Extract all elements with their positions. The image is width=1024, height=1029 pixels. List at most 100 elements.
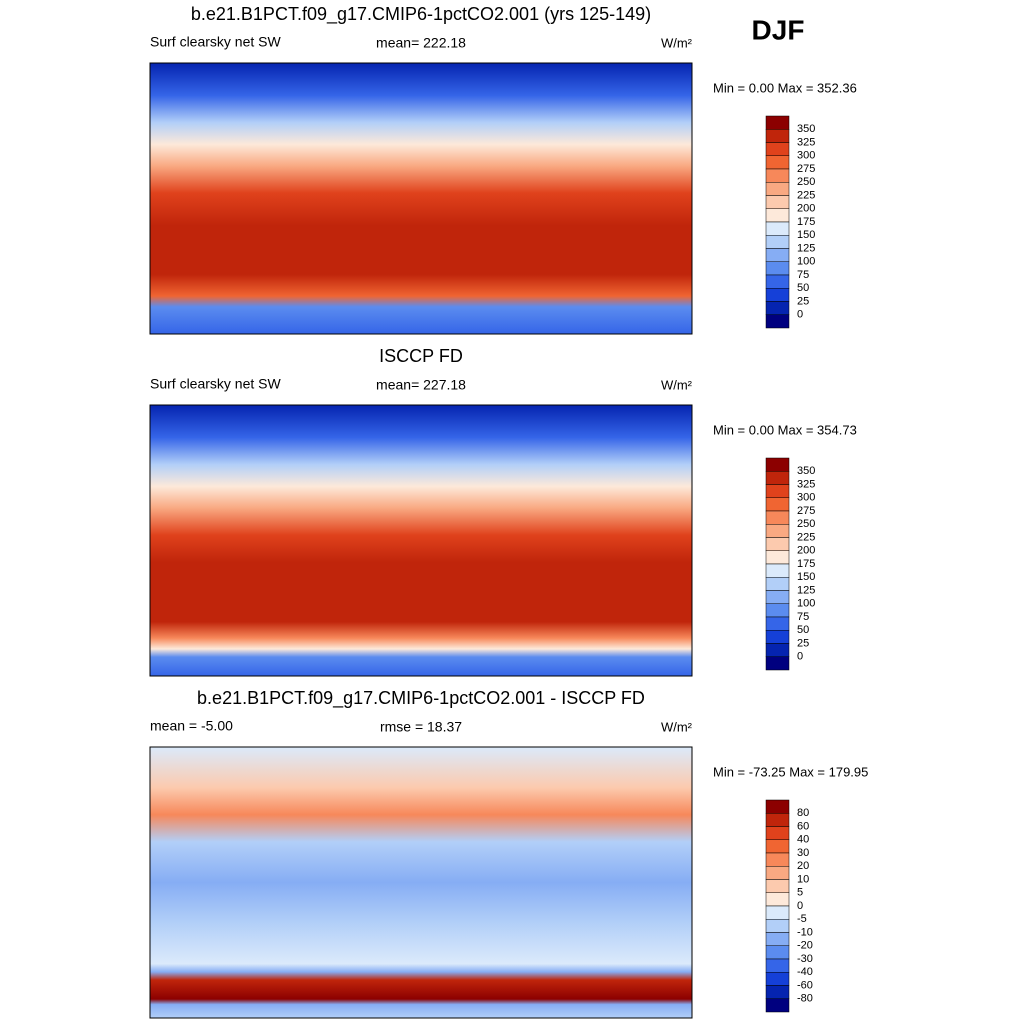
colorbar-label: 125 xyxy=(797,584,815,596)
colorbar-box xyxy=(765,852,790,867)
colorbar-label: 175 xyxy=(797,216,815,228)
colorbar-box xyxy=(765,643,790,657)
colorbar-box xyxy=(765,221,790,236)
panel-units: W/m² xyxy=(661,719,693,734)
colorbar-box xyxy=(765,919,790,933)
colorbar-label: 0 xyxy=(797,651,803,663)
colorbar-box xyxy=(765,182,790,196)
colorbar-label: 325 xyxy=(797,478,815,490)
colorbar-label: -40 xyxy=(797,966,813,978)
colorbar-box xyxy=(765,314,790,329)
map xyxy=(149,404,693,677)
colorbar-label: 275 xyxy=(797,505,815,517)
colorbar-box xyxy=(765,484,790,498)
colorbar-box xyxy=(765,630,790,644)
colorbar-label: 350 xyxy=(797,123,815,135)
colorbar-box xyxy=(765,866,790,880)
colorbar-box xyxy=(765,115,790,130)
panel-center-label: rmse = 18.37 xyxy=(380,719,462,735)
season-label: DJF xyxy=(752,14,805,45)
panel-units: W/m² xyxy=(661,377,693,392)
panel-title: ISCCP FD xyxy=(379,346,463,366)
colorbar-label: 0 xyxy=(797,309,803,321)
colorbar-label: 200 xyxy=(797,545,815,557)
colorbar-label: -10 xyxy=(797,926,813,938)
colorbar-label: 20 xyxy=(797,860,809,872)
colorbar-box xyxy=(765,524,790,538)
colorbar-box xyxy=(765,813,790,827)
colorbar-label: 25 xyxy=(797,637,809,649)
colorbar-label: -5 xyxy=(797,913,807,925)
colorbar-box xyxy=(765,563,790,578)
colorbar-label: 250 xyxy=(797,176,815,188)
colorbar-box xyxy=(765,839,790,854)
colorbar-label: 175 xyxy=(797,558,815,570)
colorbar-box xyxy=(765,590,790,604)
colorbar-label: 200 xyxy=(797,203,815,215)
colorbar-box xyxy=(765,616,790,631)
colorbar-label: 50 xyxy=(797,624,809,636)
colorbar-label: 0 xyxy=(797,900,803,912)
panel-title: b.e21.B1PCT.f09_g17.CMIP6-1pctCO2.001 - … xyxy=(197,688,645,709)
colorbar-box xyxy=(765,577,790,591)
colorbar-box xyxy=(765,261,790,276)
colorbar-box xyxy=(765,457,790,472)
colorbar-label: 275 xyxy=(797,163,815,175)
colorbar-label: 300 xyxy=(797,150,815,162)
colorbar-box xyxy=(765,248,790,262)
colorbar-box xyxy=(765,301,790,315)
panel-units: W/m² xyxy=(661,35,693,50)
colorbar-box xyxy=(765,656,790,671)
colorbar-label: 150 xyxy=(797,229,815,241)
colorbar-box xyxy=(765,168,790,183)
colorbar-label: 225 xyxy=(797,531,815,543)
colorbar-label: 10 xyxy=(797,873,809,885)
map xyxy=(149,62,693,335)
colorbar-box xyxy=(765,129,790,143)
colorbar-label: -30 xyxy=(797,953,813,965)
colorbar-box xyxy=(765,945,790,960)
colorbar-box xyxy=(765,826,790,840)
colorbar-box xyxy=(765,208,790,223)
colorbar-label: 80 xyxy=(797,807,809,819)
colorbar-box xyxy=(765,799,790,814)
colorbar-box xyxy=(765,155,790,170)
colorbar-label: -20 xyxy=(797,940,813,952)
colorbar-box xyxy=(765,550,790,565)
colorbar-label: -60 xyxy=(797,979,813,991)
colorbar-label: 225 xyxy=(797,189,815,201)
colorbar-label: -80 xyxy=(797,993,813,1005)
panel-center-label: mean= 227.18 xyxy=(376,377,466,393)
colorbar-label: 150 xyxy=(797,571,815,583)
map xyxy=(149,746,693,1019)
colorbar-box xyxy=(765,985,790,999)
colorbar-box xyxy=(765,235,790,249)
colorbar-label: 100 xyxy=(797,256,815,268)
colorbar-label: 75 xyxy=(797,269,809,281)
min-max: Min = 0.00 Max = 354.73 xyxy=(713,422,857,437)
panel-left-label: mean = -5.00 xyxy=(150,718,233,734)
colorbar-box xyxy=(765,879,790,893)
colorbar-label: 350 xyxy=(797,465,815,477)
panel-title: b.e21.B1PCT.f09_g17.CMIP6-1pctCO2.001 (y… xyxy=(191,4,651,25)
colorbar-label: 125 xyxy=(797,242,815,254)
colorbar-label: 60 xyxy=(797,820,809,832)
colorbar-box xyxy=(765,497,790,512)
colorbar-box xyxy=(765,603,790,618)
panel-left-label: Surf clearsky net SW xyxy=(150,376,281,392)
colorbar-box xyxy=(765,274,790,289)
colorbar-label: 50 xyxy=(797,282,809,294)
panel-center-label: mean= 222.18 xyxy=(376,35,466,51)
colorbar-label: 30 xyxy=(797,847,809,859)
colorbar-box xyxy=(765,998,790,1013)
colorbar-label: 250 xyxy=(797,518,815,530)
min-max: Min = 0.00 Max = 352.36 xyxy=(713,80,857,95)
colorbar-box xyxy=(765,972,790,986)
panel-left-label: Surf clearsky net SW xyxy=(150,34,281,50)
colorbar-box xyxy=(765,288,790,302)
colorbar-box xyxy=(765,471,790,485)
colorbar-label: 100 xyxy=(797,598,815,610)
min-max: Min = -73.25 Max = 179.95 xyxy=(713,764,868,779)
colorbar-box xyxy=(765,195,790,209)
